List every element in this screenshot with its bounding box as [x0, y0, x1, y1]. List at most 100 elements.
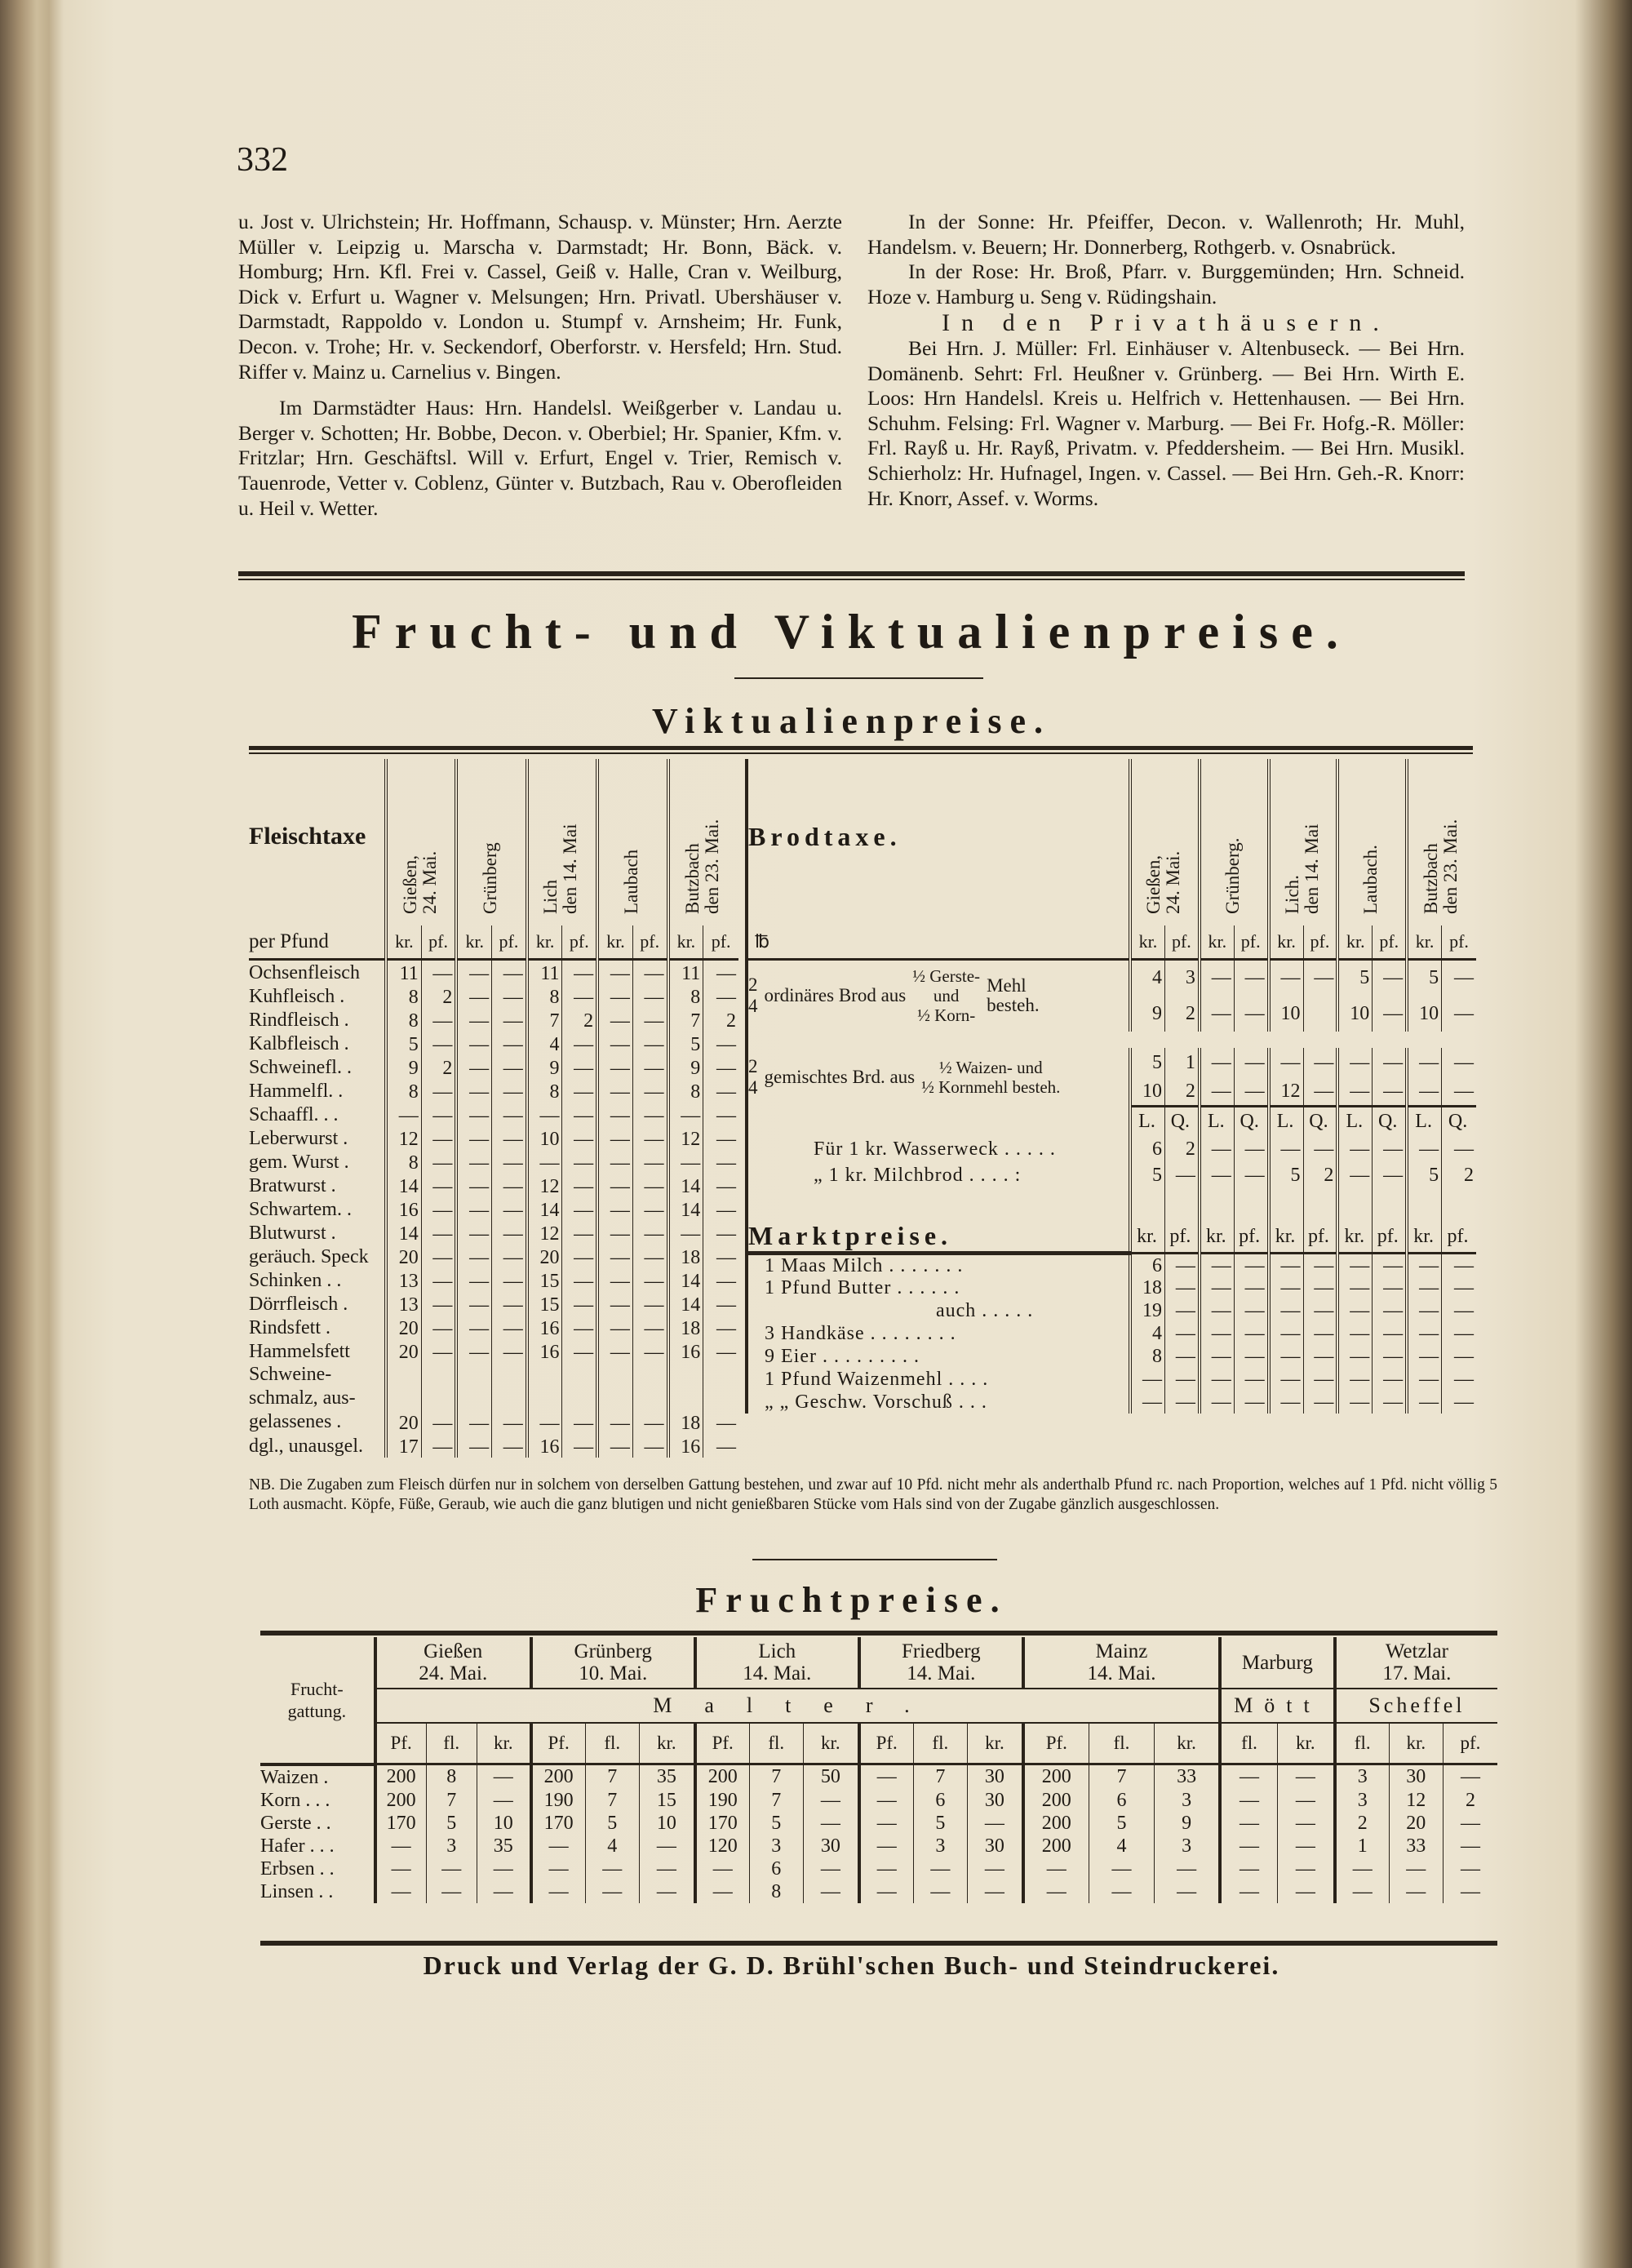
price-cell: 12	[666, 1126, 703, 1150]
marktpreise-title: Marktpreise.	[748, 1187, 1131, 1255]
price-cell: 8	[384, 1079, 422, 1103]
price-cell: —	[596, 1079, 633, 1103]
price-cell: —	[1405, 1299, 1442, 1322]
grain-label: Hafer . . .	[260, 1835, 335, 1857]
place-label: Grünberg	[480, 842, 501, 914]
item-label: dgl., unausgel.	[249, 1435, 363, 1457]
price-cell: —	[1302, 1076, 1338, 1107]
price-cell: 1	[1333, 1834, 1390, 1857]
price-cell: 9	[525, 1055, 562, 1079]
price-cell: —	[596, 1103, 633, 1126]
table-row: Schwartem. . 16— — —14— — —14—	[249, 1197, 738, 1221]
price-cell: 2	[1164, 1076, 1200, 1107]
table-row: 2 4 gemischtes Brd. aus ½ Waizen- und ½ Korn…	[748, 1047, 1476, 1098]
price-cell: —	[1233, 1276, 1269, 1299]
unit-header: fl.	[1218, 1723, 1278, 1765]
grain-label: Gerste . .	[260, 1812, 331, 1834]
price-cell: 2	[420, 984, 457, 1008]
guest-list-paragraph: Im Darmstädter Haus: Hrn. Handelsl. Weiß…	[238, 396, 842, 520]
price-cell: 9	[1154, 1811, 1221, 1835]
unit-header: pf.	[703, 925, 738, 961]
price-cell: —	[632, 1363, 668, 1434]
price-cell: —	[1218, 1880, 1278, 1903]
price-cell: —	[1405, 1368, 1442, 1391]
price-cell: —	[1233, 959, 1269, 996]
table-row: „ „ Geschw. Vorschuß . . . — — — — — — — — — —	[748, 1391, 1476, 1414]
price-cell: 8	[1129, 1345, 1165, 1368]
price-cell: —	[1129, 1391, 1165, 1414]
price-cell: —	[1233, 1253, 1269, 1276]
unit-header: kr.	[384, 925, 422, 961]
price-cell: —	[455, 1197, 492, 1221]
place-name: Lich	[758, 1640, 796, 1662]
price-cell: —	[1266, 1345, 1303, 1368]
table-row: 2 4 ordinäres Brod aus ½ Gerste-und ½ Korn- M…	[748, 959, 1476, 1025]
price-cell: —	[1266, 1391, 1303, 1414]
price-cell: 10	[1336, 995, 1373, 1032]
price-cell: —	[1266, 1135, 1303, 1162]
item-label: 9 Eier . . . . . . . . .	[765, 1346, 920, 1367]
price-cell: —	[596, 1292, 633, 1316]
wetzlar-measure: Scheffel	[1333, 1689, 1497, 1724]
item-label: geräuch. Speck	[249, 1245, 369, 1267]
price-cell: 5	[584, 1811, 640, 1835]
unit-header: kr.	[802, 1723, 859, 1765]
price-cell: 3	[425, 1834, 477, 1857]
price-cell: —	[476, 1857, 531, 1880]
item-label: Leberwurst .	[249, 1127, 348, 1149]
price-cell: —	[1197, 1135, 1235, 1162]
table-row: 1 Pfund Waizenmehl . . . . — — — — — — — — — —	[748, 1368, 1476, 1391]
price-cell: —	[1372, 1391, 1408, 1414]
price-cell: —	[455, 1268, 492, 1292]
price-cell: —	[561, 1292, 598, 1316]
price-cell: —	[476, 1880, 531, 1903]
unit-header: Q.	[1372, 1105, 1408, 1136]
price-cell: —	[455, 1055, 492, 1079]
table-row: 1 Maas Milch . . . . . . . 6— — — — — — — — —	[748, 1253, 1476, 1276]
weight-value: 4	[748, 996, 758, 1017]
price-cell: 9	[1129, 995, 1165, 1032]
price-cell: 200	[373, 1764, 427, 1789]
price-cell: —	[1302, 1299, 1338, 1322]
price-cell: —	[373, 1834, 427, 1857]
price-cell: —	[1372, 1276, 1408, 1299]
table-row: gem. Wurst . 8— — — — — — — — —	[249, 1150, 738, 1174]
price-cell: —	[1266, 1299, 1303, 1322]
price-cell: —	[455, 1339, 492, 1363]
item-label: 1 Maas Milch . . . . . . .	[765, 1255, 964, 1276]
place-label: Butzbach den 23. Mai.	[682, 819, 723, 914]
unit-header: pf.	[1372, 1187, 1408, 1254]
price-cell: —	[1197, 1368, 1235, 1391]
price-cell: 190	[529, 1788, 586, 1812]
price-cell: 15	[525, 1268, 562, 1292]
price-cell: 14	[525, 1197, 562, 1221]
table-row: „ 1 kr. Milchbrod . . . . :5— — —5 2— —5 2	[748, 1161, 1476, 1188]
flour-part: ½ Kornmehl besteh.	[921, 1076, 1061, 1097]
price-cell: —	[1266, 1368, 1303, 1391]
price-cell: 8	[666, 984, 703, 1008]
grain-label: Erbsen . .	[260, 1857, 335, 1880]
price-cell: —	[491, 1079, 527, 1103]
table-row: 3 Handkäse . . . . . . . . 4— — — — — — — — —	[748, 1322, 1476, 1345]
place-header: Wetzlar 17. Mai.	[1333, 1637, 1497, 1689]
price-cell: —	[1088, 1857, 1155, 1880]
price-cell: —	[632, 1316, 668, 1339]
place-date: 14. Mai.	[1087, 1662, 1156, 1684]
price-cell: 33	[1154, 1764, 1221, 1789]
price-cell: 5	[1129, 1047, 1165, 1077]
price-cell: —	[1441, 1368, 1476, 1391]
table-row: Schweine- schmalz, aus- gelassenes . 20— —…	[249, 1363, 738, 1434]
price-cell: —	[666, 1221, 703, 1245]
price-cell: 2	[1164, 1135, 1200, 1162]
price-cell: —	[561, 1363, 598, 1434]
price-cell: —	[420, 1268, 457, 1292]
price-cell: 3	[1333, 1764, 1390, 1789]
price-cell: —	[1372, 1161, 1408, 1188]
unit-header: Pf.	[373, 1723, 427, 1765]
price-cell: 33	[1388, 1834, 1444, 1857]
price-cell: —	[703, 1150, 738, 1174]
price-cell: —	[420, 959, 457, 984]
item-label: Für 1 kr. Wasserweck . . . . .	[814, 1138, 1056, 1160]
price-cell: —	[1218, 1834, 1278, 1857]
item-label: Schaaffl. . .	[249, 1103, 339, 1125]
